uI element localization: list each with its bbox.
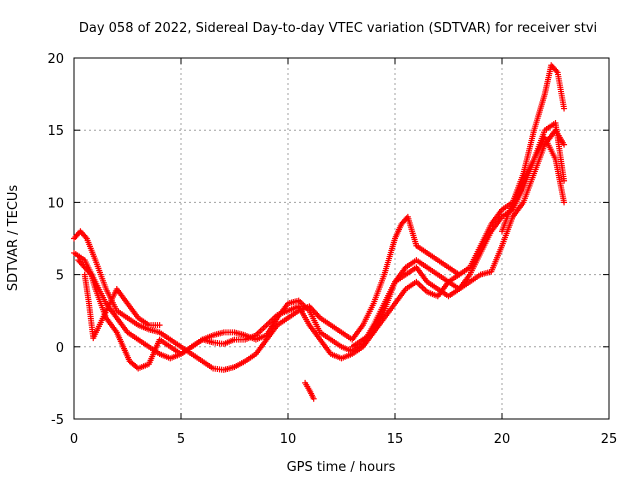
x-axis-label: GPS time / hours <box>287 460 396 475</box>
data-point <box>561 105 568 112</box>
chart-title: Day 058 of 2022, Sidereal Day-to-day VTE… <box>79 21 597 36</box>
x-tick-label: 20 <box>494 432 511 447</box>
data-point <box>561 199 568 206</box>
data-point <box>310 395 317 402</box>
y-tick-label: 5 <box>56 269 64 284</box>
x-tick-label: 15 <box>387 432 404 447</box>
data-point <box>456 271 463 278</box>
y-tick-label: 10 <box>47 196 64 211</box>
y-tick-label: -5 <box>51 413 64 428</box>
plot-frame <box>73 57 610 420</box>
data-point <box>156 322 163 329</box>
x-tick-label: 25 <box>601 432 618 447</box>
grid-lines <box>74 58 609 419</box>
x-tick-label: 10 <box>280 432 297 447</box>
x-tick-label: 5 <box>177 432 185 447</box>
data-point <box>561 177 568 184</box>
y-tick-label: 20 <box>47 52 64 67</box>
data-point <box>561 141 568 148</box>
data-marks <box>71 62 568 402</box>
x-tick-label: 0 <box>70 432 78 447</box>
y-axis-label: SDTVAR / TECUs <box>6 185 21 292</box>
y-tick-label: 0 <box>56 341 64 356</box>
axis-ticks: 0 5 10 15 20 25 -5 0 5 10 15 20 <box>47 52 617 447</box>
y-tick-label: 15 <box>47 124 64 139</box>
